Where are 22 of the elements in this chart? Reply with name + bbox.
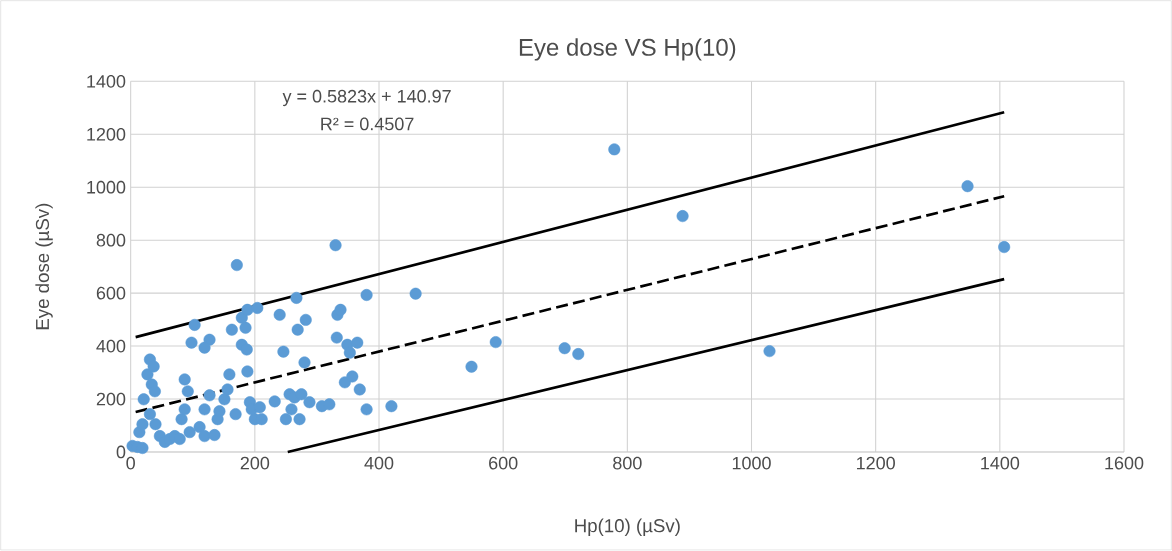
y-tick-label: 1000 xyxy=(87,181,126,194)
x-tick-label: 200 xyxy=(240,456,270,470)
y-tick-label: 1400 xyxy=(87,75,126,88)
x-axis-title: Hp(10) (µSv) xyxy=(575,518,680,537)
y-tick-label: 200 xyxy=(96,392,126,406)
x-tick-label: 1600 xyxy=(1105,456,1144,470)
annotation: y = 0.5823x + 140.97 xyxy=(282,90,451,107)
annotation: R² = 0.4507 xyxy=(321,117,414,131)
x-tick-label: 1000 xyxy=(732,456,771,470)
x-tick-label: 0 xyxy=(126,456,135,470)
y-tick-label: 800 xyxy=(96,233,126,247)
y-tick-label: 400 xyxy=(96,339,126,353)
x-tick-label: 400 xyxy=(364,456,394,470)
x-tick-label: 800 xyxy=(613,456,642,470)
chart-title: Eye dose VS Hp(10) xyxy=(519,38,736,61)
y-tick-label: 600 xyxy=(96,286,126,300)
y-tick-label: 1200 xyxy=(87,128,126,141)
x-tick-label: 1200 xyxy=(857,456,895,470)
y-axis-title: Eye dose (µSv) xyxy=(35,204,53,330)
y-tick-label: 0 xyxy=(116,445,126,459)
x-tick-label: 600 xyxy=(489,456,518,470)
x-tick-label: 1400 xyxy=(981,456,1020,470)
